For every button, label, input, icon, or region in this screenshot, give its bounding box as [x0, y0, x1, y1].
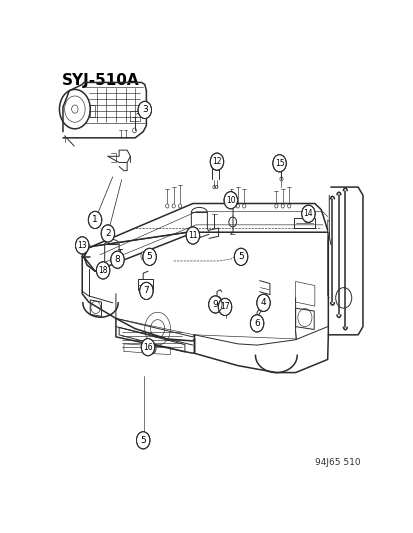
Text: 5: 5 [140, 436, 146, 445]
Circle shape [301, 205, 314, 222]
Circle shape [256, 294, 270, 311]
Circle shape [140, 251, 148, 261]
Text: 9: 9 [212, 300, 218, 309]
Circle shape [216, 297, 221, 303]
Text: 14: 14 [303, 209, 313, 218]
Text: SYJ-510A: SYJ-510A [61, 73, 139, 88]
Circle shape [139, 282, 153, 300]
Text: 6: 6 [254, 319, 259, 328]
Circle shape [218, 298, 231, 316]
Circle shape [186, 227, 199, 244]
Circle shape [111, 251, 124, 268]
Circle shape [100, 265, 107, 273]
Circle shape [141, 338, 154, 356]
Text: 8: 8 [114, 255, 120, 264]
Text: 15: 15 [274, 159, 284, 168]
Text: 5: 5 [237, 252, 243, 261]
Text: 2: 2 [105, 229, 110, 238]
Circle shape [234, 248, 247, 265]
Text: 12: 12 [212, 157, 221, 166]
Circle shape [88, 211, 102, 229]
Text: 3: 3 [142, 106, 147, 115]
Circle shape [272, 155, 286, 172]
Circle shape [96, 262, 109, 279]
Circle shape [250, 314, 263, 332]
Text: 16: 16 [143, 343, 152, 352]
Text: 11: 11 [188, 231, 197, 240]
Circle shape [236, 251, 244, 261]
Circle shape [210, 153, 223, 170]
Text: 5: 5 [146, 252, 152, 261]
Text: 17: 17 [220, 302, 229, 311]
Circle shape [147, 343, 156, 354]
Circle shape [140, 434, 148, 443]
Text: 10: 10 [225, 196, 235, 205]
Text: 13: 13 [77, 241, 87, 250]
Circle shape [75, 237, 89, 254]
Text: 94J65 510: 94J65 510 [314, 458, 360, 467]
Circle shape [208, 296, 222, 313]
Text: 7: 7 [143, 286, 149, 295]
Circle shape [101, 225, 114, 242]
Text: 1: 1 [92, 215, 98, 224]
Circle shape [136, 432, 150, 449]
Circle shape [138, 101, 151, 118]
Circle shape [142, 248, 156, 265]
Text: 4: 4 [260, 298, 266, 308]
Text: 18: 18 [98, 266, 107, 275]
Circle shape [223, 191, 237, 209]
